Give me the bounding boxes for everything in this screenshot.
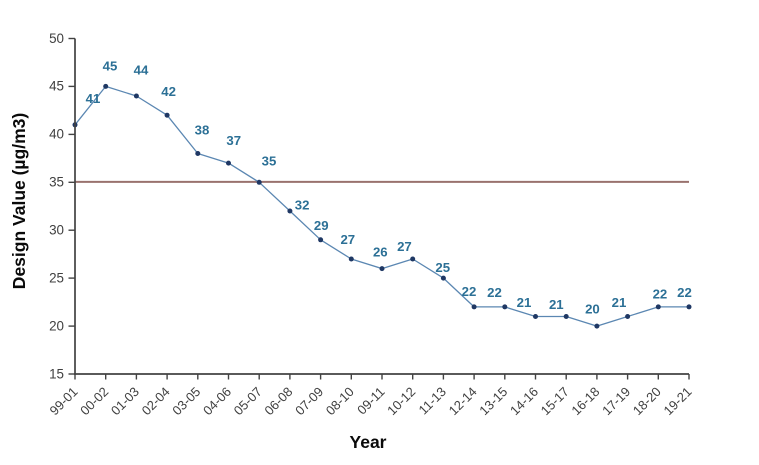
svg-text:22: 22 xyxy=(653,286,668,301)
svg-text:21: 21 xyxy=(517,295,532,310)
svg-text:Design Value (µg/m3): Design Value (µg/m3) xyxy=(9,113,29,289)
svg-text:Year: Year xyxy=(350,432,387,452)
svg-text:22: 22 xyxy=(487,285,502,300)
svg-text:35: 35 xyxy=(49,175,64,190)
svg-text:44: 44 xyxy=(134,63,149,78)
svg-text:20: 20 xyxy=(585,302,600,317)
svg-text:40: 40 xyxy=(49,127,64,142)
svg-text:21: 21 xyxy=(549,297,564,312)
svg-text:45: 45 xyxy=(103,59,118,74)
svg-text:35: 35 xyxy=(262,154,277,169)
svg-text:21: 21 xyxy=(612,295,627,310)
svg-text:27: 27 xyxy=(397,239,412,254)
svg-text:45: 45 xyxy=(49,79,64,94)
svg-text:38: 38 xyxy=(195,123,210,138)
svg-text:30: 30 xyxy=(49,223,64,238)
svg-text:22: 22 xyxy=(677,285,692,300)
svg-text:25: 25 xyxy=(435,260,450,275)
svg-text:37: 37 xyxy=(226,133,241,148)
svg-text:50: 50 xyxy=(49,31,64,46)
svg-text:29: 29 xyxy=(314,218,329,233)
svg-text:42: 42 xyxy=(161,84,176,99)
svg-text:22: 22 xyxy=(462,284,477,299)
svg-text:25: 25 xyxy=(49,270,64,285)
svg-text:41: 41 xyxy=(86,91,101,106)
svg-text:20: 20 xyxy=(49,318,64,333)
svg-text:15: 15 xyxy=(49,366,64,381)
svg-text:32: 32 xyxy=(295,198,310,213)
svg-text:26: 26 xyxy=(373,245,388,260)
svg-text:27: 27 xyxy=(340,232,355,247)
